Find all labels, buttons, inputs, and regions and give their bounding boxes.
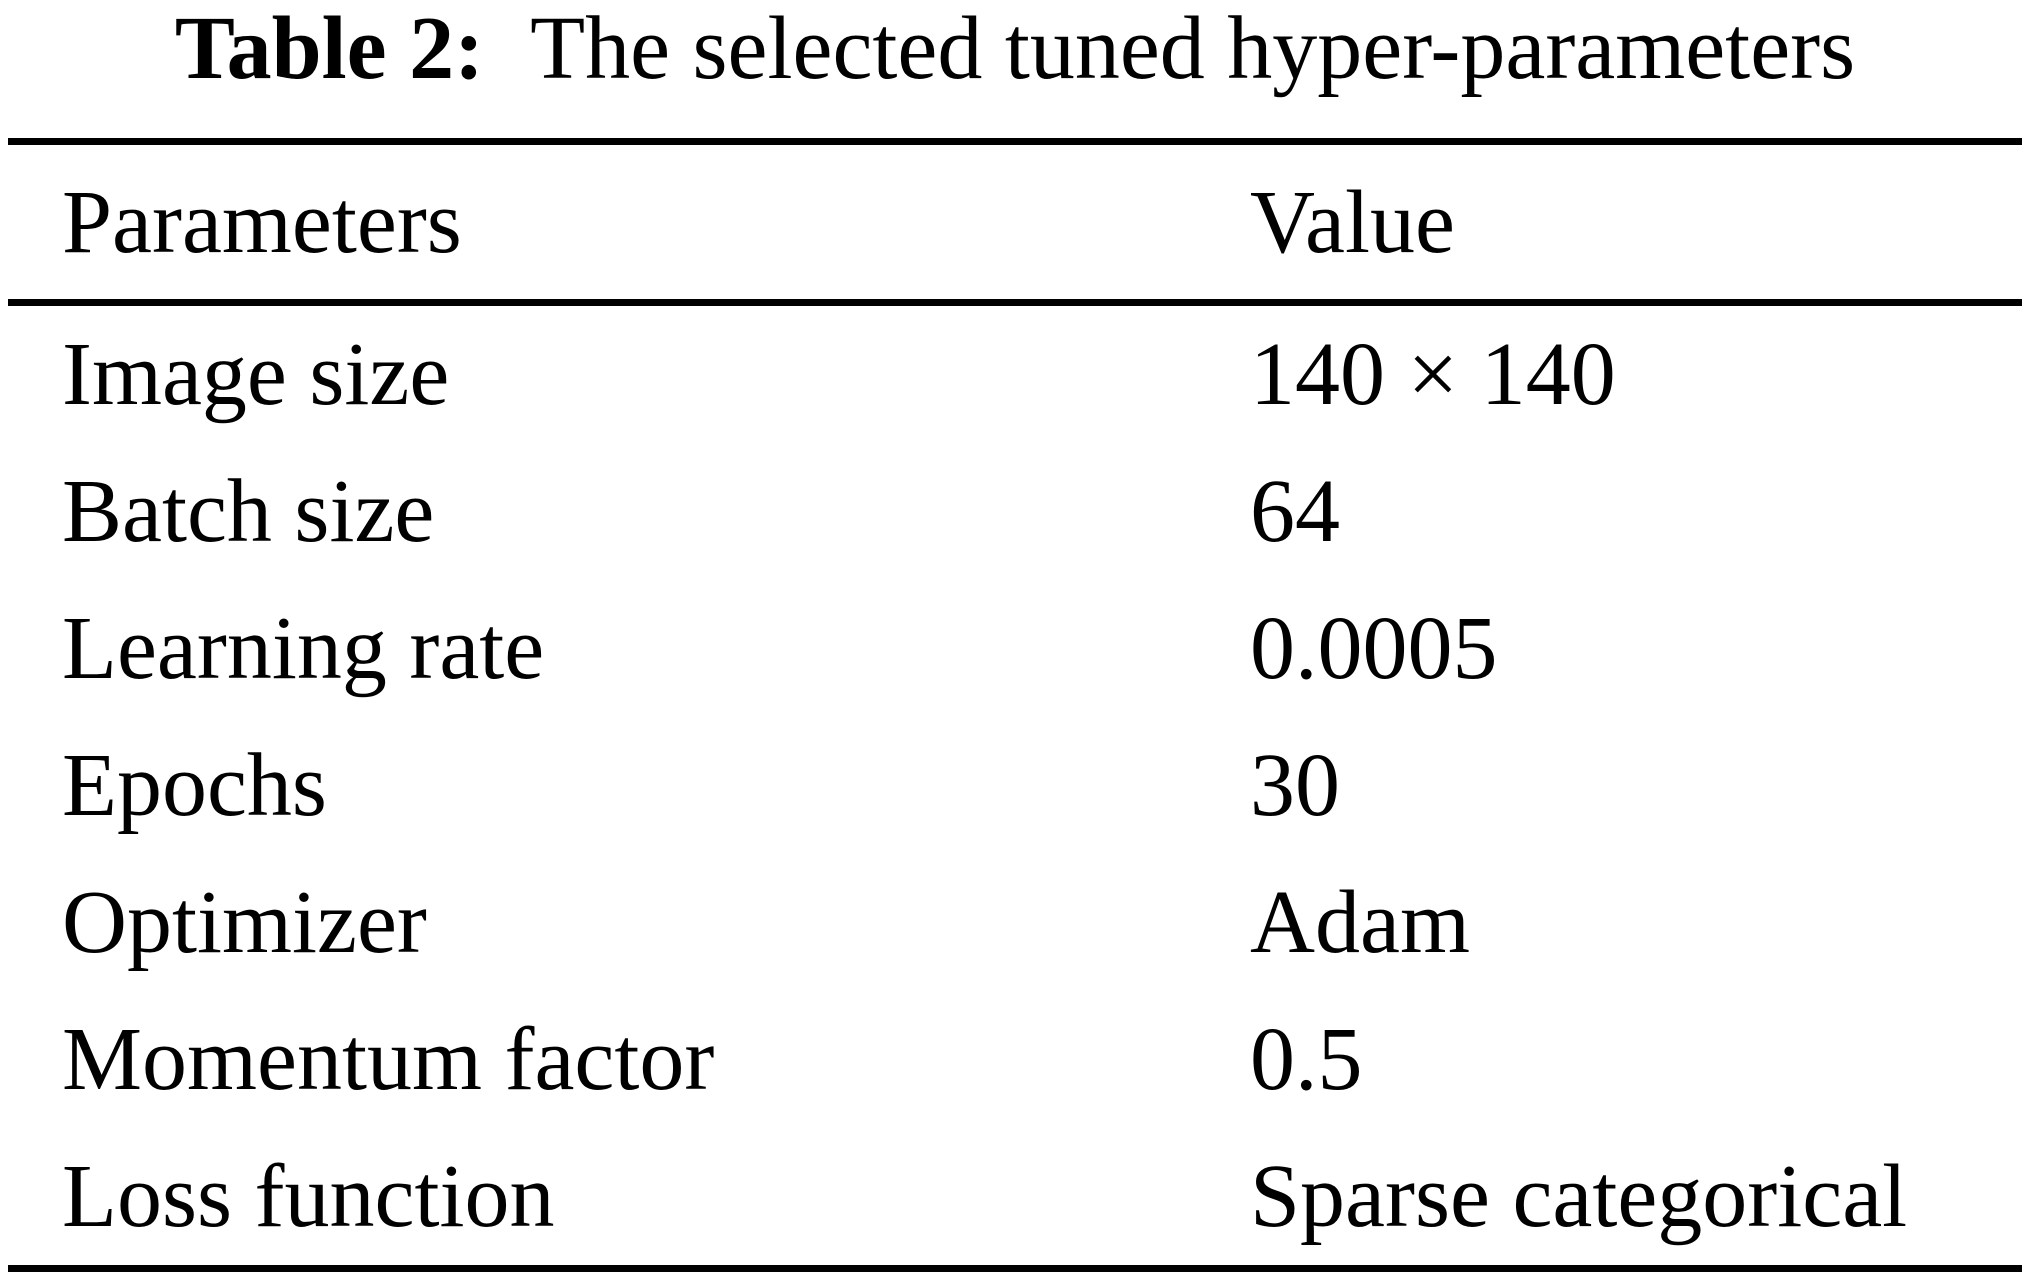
parameter-value-cell: Adam (1250, 873, 1470, 972)
table-row: Batch size 64 (8, 443, 2022, 580)
parameter-value-cell: 140 × 140 (1250, 325, 1616, 424)
parameter-name-cell: Learning rate (62, 599, 545, 698)
parameter-name-cell: Optimizer (62, 873, 427, 972)
table-row: Learning rate 0.0005 (8, 580, 2022, 717)
parameter-name-cell: Momentum factor (62, 1010, 715, 1109)
parameter-name-cell: Batch size (62, 462, 435, 561)
column-header-parameters: Parameters (62, 172, 462, 272)
parameter-name-cell: Image size (62, 325, 450, 424)
table-caption-text: The selected tuned hyper-parameters (530, 0, 1856, 98)
table-row: Loss function Sparse categorical (8, 1128, 2022, 1265)
table-caption: Table 2: The selected tuned hyper-paramet… (0, 0, 2030, 138)
parameter-value-cell: 0.0005 (1250, 599, 1498, 698)
hyperparameters-table: Parameters Value Image size 140 × 140 Ba… (8, 138, 2022, 1272)
table-body: Image size 140 × 140 Batch size 64 Learn… (8, 306, 2022, 1265)
table-header-row: Parameters Value (8, 145, 2022, 306)
table-row: Epochs 30 (8, 717, 2022, 854)
table-row: Momentum factor 0.5 (8, 991, 2022, 1128)
column-header-value: Value (1250, 172, 1455, 272)
table-caption-label: Table 2: (174, 0, 485, 98)
parameter-name-cell: Loss function (62, 1147, 555, 1246)
parameter-value-cell: 0.5 (1250, 1010, 1363, 1109)
parameter-value-cell: Sparse categorical (1250, 1147, 1908, 1246)
table-row: Optimizer Adam (8, 854, 2022, 991)
table-row: Image size 140 × 140 (8, 306, 2022, 443)
parameter-name-cell: Epochs (62, 736, 327, 835)
parameter-value-cell: 30 (1250, 736, 1340, 835)
parameter-value-cell: 64 (1250, 462, 1340, 561)
